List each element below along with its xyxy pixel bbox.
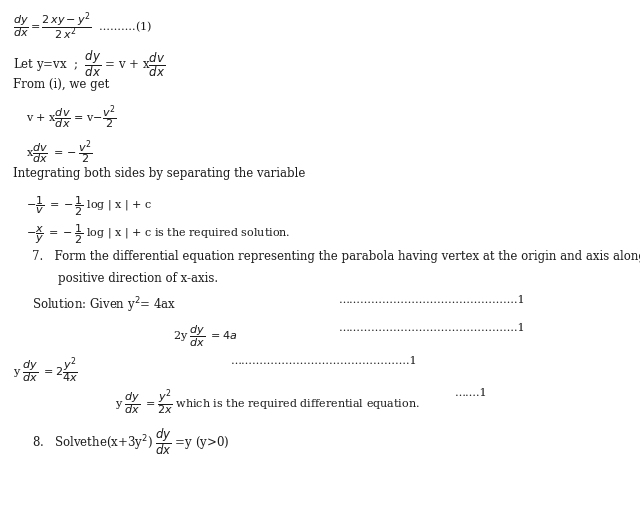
Text: y $\dfrac{dy}{dx}$ $= 2\dfrac{y^{2}}{4x}$: y $\dfrac{dy}{dx}$ $= 2\dfrac{y^{2}}{4x}… <box>13 356 77 386</box>
Text: From (i), we get: From (i), we get <box>13 78 109 91</box>
Text: $\dfrac{dy}{dx} = \dfrac{2\,xy - y^{2}}{2\,x^{2}}$  ……….(1): $\dfrac{dy}{dx} = \dfrac{2\,xy - y^{2}}{… <box>13 10 152 42</box>
Text: positive direction of x-axis.: positive direction of x-axis. <box>58 272 218 286</box>
Text: v + x$\dfrac{dv}{dx}$ = v$-\dfrac{v^{2}}{2}$: v + x$\dfrac{dv}{dx}$ = v$-\dfrac{v^{2}}… <box>26 104 116 132</box>
Text: $-\dfrac{1}{v}$ $= -\dfrac{1}{2}$ log $|$ x $|$ + c: $-\dfrac{1}{v}$ $= -\dfrac{1}{2}$ log $|… <box>26 194 152 218</box>
Text: …….1: …….1 <box>454 388 487 399</box>
Text: $-\dfrac{x}{y}$ $= -\dfrac{1}{2}$ log $|$ x $|$ + c is the required solution.: $-\dfrac{x}{y}$ $= -\dfrac{1}{2}$ log $|… <box>26 223 290 246</box>
Text: x$\dfrac{dv}{dx}$ $= -\dfrac{v^{2}}{2}$: x$\dfrac{dv}{dx}$ $= -\dfrac{v^{2}}{2}$ <box>26 138 92 166</box>
Text: 8.   Solvethe(x+3y$^{2}$) $\dfrac{dy}{dx}$ =y (y>0): 8. Solvethe(x+3y$^{2}$) $\dfrac{dy}{dx}$… <box>32 426 230 457</box>
Text: 7.   Form the differential equation representing the parabola having vertex at t: 7. Form the differential equation repres… <box>32 250 640 264</box>
Text: Solution: Given y$^{2}$= 4ax: Solution: Given y$^{2}$= 4ax <box>32 295 176 315</box>
Text: Let y=vx  ;  $\dfrac{dy}{dx}$ = v + x$\dfrac{dv}{dx}$: Let y=vx ; $\dfrac{dy}{dx}$ = v + x$\dfr… <box>13 48 165 79</box>
Text: Integrating both sides by separating the variable: Integrating both sides by separating the… <box>13 167 305 180</box>
Text: ………………………………………….1: ………………………………………….1 <box>339 323 526 333</box>
Text: ………………………………………….1: ………………………………………….1 <box>230 356 417 366</box>
Text: 2y $\dfrac{dy}{dx}$ $= 4a$: 2y $\dfrac{dy}{dx}$ $= 4a$ <box>173 323 237 349</box>
Text: y $\dfrac{dy}{dx}$ $= \dfrac{y^{2}}{2x}$ which is the required differential equa: y $\dfrac{dy}{dx}$ $= \dfrac{y^{2}}{2x}$… <box>115 388 420 418</box>
Text: ………………………………………….1: ………………………………………….1 <box>339 295 526 305</box>
